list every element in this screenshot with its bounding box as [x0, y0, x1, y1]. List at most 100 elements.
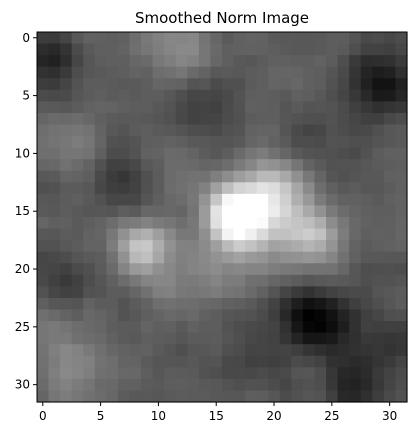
heatmap-cell: [245, 170, 258, 183]
heatmap-cell: [326, 112, 339, 126]
heatmap-cell: [164, 297, 177, 311]
heatmap-cell: [291, 159, 304, 172]
heatmap-cell: [71, 297, 84, 311]
heatmap-cell: [187, 251, 200, 264]
heatmap-cell: [106, 55, 119, 68]
heatmap-cell: [117, 240, 131, 253]
heatmap-cell: [372, 297, 385, 311]
heatmap-cell: [48, 217, 61, 230]
heatmap-cell: [129, 159, 142, 172]
heatmap-cell: [117, 251, 131, 264]
heatmap-cell: [233, 332, 246, 345]
heatmap-cell: [245, 217, 258, 230]
heatmap-cell: [395, 101, 408, 114]
heatmap-cell: [48, 297, 61, 311]
heatmap-cell: [256, 332, 269, 345]
heatmap-cell: [175, 66, 188, 79]
heatmap-cell: [222, 112, 235, 126]
heatmap-cell: [222, 66, 235, 79]
heatmap-cell: [279, 170, 292, 183]
heatmap-cell: [141, 332, 154, 345]
heatmap-cell: [152, 217, 165, 230]
heatmap-cell: [222, 136, 235, 149]
heatmap-cell: [94, 274, 107, 287]
heatmap-cell: [37, 286, 50, 299]
heatmap-cell: [349, 344, 362, 357]
heatmap-cell: [233, 355, 246, 368]
heatmap-cell: [326, 344, 339, 357]
heatmap-cell: [291, 101, 304, 114]
heatmap-cell: [395, 390, 408, 403]
heatmap-cell: [268, 217, 281, 230]
heatmap-cell: [187, 309, 200, 322]
heatmap-cell: [279, 55, 292, 68]
heatmap-cell: [198, 228, 212, 241]
heatmap-cell: [256, 297, 269, 311]
heatmap-cell: [60, 286, 73, 299]
heatmap-cell: [256, 321, 269, 334]
heatmap-cell: [106, 367, 119, 380]
heatmap-cell: [383, 182, 397, 195]
heatmap-cell: [175, 205, 188, 218]
heatmap-cell: [60, 217, 73, 230]
chart-title: Smoothed Norm Image: [135, 9, 309, 27]
heatmap-cell: [326, 297, 339, 311]
heatmap-cell: [71, 55, 84, 68]
heatmap-cell: [117, 378, 131, 392]
heatmap-cell: [360, 251, 373, 264]
heatmap-cell: [256, 274, 269, 287]
heatmap-cell: [117, 263, 131, 276]
heatmap-cell: [210, 66, 223, 79]
heatmap-cell: [175, 251, 188, 264]
heatmap-cell: [302, 309, 316, 322]
heatmap-cell: [245, 159, 258, 172]
heatmap-cell: [164, 101, 177, 114]
heatmap-cell: [164, 344, 177, 357]
heatmap-cell: [37, 321, 50, 334]
heatmap-cell: [337, 66, 350, 79]
heatmap-cell: [245, 182, 258, 195]
heatmap-cell: [152, 240, 165, 253]
heatmap-cell: [141, 124, 154, 137]
heatmap-cell: [302, 66, 316, 79]
heatmap-cell: [60, 101, 73, 114]
heatmap-cell: [395, 217, 408, 230]
heatmap-cell: [117, 43, 131, 56]
heatmap-cell: [222, 251, 235, 264]
heatmap-cell: [256, 309, 269, 322]
heatmap-cell: [141, 309, 154, 322]
heatmap-cell: [187, 66, 200, 79]
heatmap-cell: [48, 344, 61, 357]
heatmap-cell: [302, 55, 316, 68]
heatmap-cell: [71, 159, 84, 172]
heatmap-cell: [141, 170, 154, 183]
heatmap-cell: [337, 321, 350, 334]
heatmap-cell: [268, 101, 281, 114]
heatmap-cell: [337, 286, 350, 299]
heatmap-cell: [222, 32, 235, 45]
heatmap-cell: [106, 193, 119, 207]
heatmap-cell: [279, 263, 292, 276]
heatmap-cell: [302, 43, 316, 56]
heatmap-cell: [372, 240, 385, 253]
heatmap-cell: [210, 43, 223, 56]
heatmap-cell: [349, 263, 362, 276]
heatmap-cell: [164, 390, 177, 403]
heatmap-cell: [291, 263, 304, 276]
heatmap-cell: [279, 286, 292, 299]
heatmap-cell: [152, 309, 165, 322]
heatmap-cell: [37, 240, 50, 253]
heatmap-cell: [164, 309, 177, 322]
heatmap-cell: [360, 32, 373, 45]
heatmap-cell: [71, 286, 84, 299]
heatmap-cell: [233, 274, 246, 287]
heatmap-cell: [233, 390, 246, 403]
heatmap-cell: [48, 78, 61, 91]
heatmap-cell: [164, 367, 177, 380]
heatmap-cell: [383, 78, 397, 91]
heatmap-cell: [268, 344, 281, 357]
heatmap-cell: [279, 32, 292, 45]
heatmap-cell: [71, 390, 84, 403]
heatmap-cell: [383, 136, 397, 149]
heatmap-cell: [210, 240, 223, 253]
